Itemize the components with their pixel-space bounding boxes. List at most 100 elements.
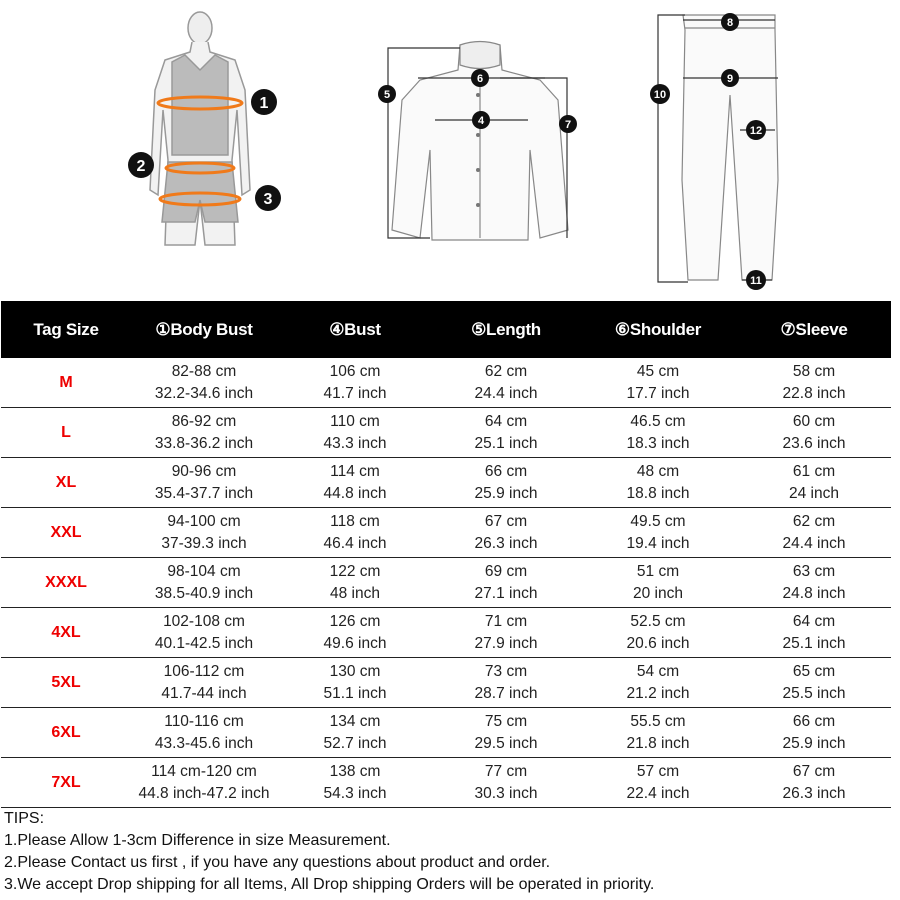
inch-value: 40.1-42.5 inch: [154, 634, 254, 652]
measurement-cell: 49.5 cm 19.4 inch: [579, 507, 737, 558]
cm-value: 67 cm: [484, 512, 528, 530]
inch-value: 37-39.3 inch: [161, 534, 247, 552]
measurement-cell: 54 cm 21.2 inch: [579, 657, 737, 708]
cm-value: 98-104 cm: [167, 562, 241, 580]
cm-value: 126 cm: [329, 612, 381, 630]
cm-value: 102-108 cm: [163, 612, 245, 630]
cm-value: 61 cm: [792, 462, 836, 480]
measurement-cell: 60 cm 23.6 inch: [737, 407, 891, 458]
measurement-cell: 57 cm 22.4 inch: [579, 757, 737, 808]
inch-value: 48 inch: [330, 584, 380, 602]
tips-title: TIPS:: [4, 810, 45, 827]
jacket-figure: [391, 40, 569, 241]
marker-1: 1: [251, 89, 277, 115]
marker-9: 9: [721, 69, 739, 87]
measurement-cell: 106-112 cm 41.7-44 inch: [131, 657, 277, 708]
measurement-cell: 65 cm 25.5 inch: [737, 657, 891, 708]
marker-3: 3: [255, 185, 281, 211]
inch-value: 41.7 inch: [323, 384, 387, 402]
marker-7: 7: [559, 115, 577, 133]
marker-6: 6: [471, 69, 489, 87]
body-figure: [149, 11, 251, 246]
measurement-cell: 52.5 cm 20.6 inch: [579, 607, 737, 658]
size-chart-table: Tag Size ①Body Bust ④Bust ⑤Length ⑥Shoulder ⑦…: [1, 301, 891, 808]
cm-value: 67 cm: [792, 762, 836, 780]
pants-figure: [681, 14, 779, 281]
measurement-cell: 114 cm-120 cm 44.8 inch-47.2 inch: [131, 757, 277, 808]
inch-value: 25.9 inch: [474, 484, 538, 502]
cm-value: 118 cm: [330, 512, 380, 530]
cm-value: 66 cm: [484, 462, 528, 480]
measurement-diagrams: 1 2 3 4 5 6 7 8 9 10 11 12: [128, 11, 779, 290]
table-row: XXXL 98-104 cm 38.5-40.9 inch 122 cm 48 inch…: [1, 557, 891, 608]
inch-value: 41.7-44 inch: [161, 684, 247, 702]
measurement-cell: 69 cm 27.1 inch: [433, 557, 579, 608]
inch-value: 28.7 inch: [474, 684, 538, 702]
inch-value: 54.3 inch: [323, 784, 387, 802]
table-row: 4XL 102-108 cm 40.1-42.5 inch 126 cm 49.6 in…: [1, 607, 891, 658]
inch-value: 25.9 inch: [782, 734, 846, 752]
tips-section: TIPS: 1.Please Allow 1-3cm Difference in…: [4, 808, 654, 896]
inch-value: 49.6 inch: [323, 634, 387, 652]
cm-value: 46.5 cm: [630, 412, 686, 430]
inch-value: 44.8 inch: [323, 484, 387, 502]
inch-value: 27.1 inch: [474, 584, 538, 602]
cm-value: 55.5 cm: [630, 712, 686, 730]
inch-value: 24.4 inch: [782, 534, 846, 552]
cm-value: 66 cm: [792, 712, 836, 730]
cm-value: 114 cm-120 cm: [151, 762, 257, 780]
svg-text:8: 8: [727, 17, 733, 29]
inch-value: 26.3 inch: [782, 784, 846, 802]
measurement-cell: 86-92 cm 33.8-36.2 inch: [131, 407, 277, 458]
marker-5: 5: [378, 85, 396, 103]
measurement-cell: 130 cm 51.1 inch: [277, 657, 433, 708]
measurement-cell: 77 cm 30.3 inch: [433, 757, 579, 808]
marker-11: 11: [746, 270, 766, 290]
table-row: L 86-92 cm 33.8-36.2 inch 110 cm 43.3 inch 64…: [1, 407, 891, 458]
column-header: ⑤Length: [433, 301, 579, 358]
column-header: ⑥Shoulder: [579, 301, 737, 358]
inch-value: 26.3 inch: [474, 534, 538, 552]
table-row: XL 90-96 cm 35.4-37.7 inch 114 cm 44.8 inch 6…: [1, 457, 891, 508]
marker-2: 2: [128, 152, 154, 178]
size-label: XL: [1, 457, 131, 508]
measurement-cell: 61 cm 24 inch: [737, 457, 891, 508]
measurement-cell: 46.5 cm 18.3 inch: [579, 407, 737, 458]
inch-value: 52.7 inch: [323, 734, 387, 752]
inch-value: 18.3 inch: [626, 434, 690, 452]
inch-value: 44.8 inch-47.2 inch: [138, 784, 270, 802]
measurement-cell: 122 cm 48 inch: [277, 557, 433, 608]
measurement-cell: 110 cm 43.3 inch: [277, 407, 433, 458]
cm-value: 110-116 cm: [164, 712, 244, 730]
inch-value: 24.4 inch: [474, 384, 538, 402]
measurement-cell: 62 cm 24.4 inch: [737, 507, 891, 558]
cm-value: 58 cm: [792, 362, 836, 380]
size-label: 7XL: [1, 757, 131, 808]
column-header: ⑦Sleeve: [737, 301, 891, 358]
column-header: ④Bust: [277, 301, 433, 358]
measurement-cell: 67 cm 26.3 inch: [433, 507, 579, 558]
measurement-cell: 110-116 cm 43.3-45.6 inch: [131, 707, 277, 758]
cm-value: 130 cm: [329, 662, 381, 680]
tip-item: 2.Please Contact us first , if you have …: [4, 854, 551, 871]
cm-value: 106-112 cm: [163, 662, 245, 680]
inch-value: 24 inch: [789, 484, 839, 502]
cm-value: 73 cm: [484, 662, 528, 680]
measurement-cell: 51 cm 20 inch: [579, 557, 737, 608]
size-label: 6XL: [1, 707, 131, 758]
column-header: ①Body Bust: [131, 301, 277, 358]
table-row: 5XL 106-112 cm 41.7-44 inch 130 cm 51.1 inch…: [1, 657, 891, 708]
table-row: 7XL 114 cm-120 cm 44.8 inch-47.2 inch 138 c…: [1, 757, 891, 808]
measurement-cell: 45 cm 17.7 inch: [579, 358, 737, 408]
inch-value: 20 inch: [633, 584, 683, 602]
cm-value: 90-96 cm: [171, 462, 237, 480]
table-row: M 82-88 cm 32.2-34.6 inch 106 cm 41.7 inch 62…: [1, 358, 891, 408]
cm-value: 54 cm: [636, 662, 680, 680]
cm-value: 63 cm: [792, 562, 836, 580]
measurement-cell: 75 cm 29.5 inch: [433, 707, 579, 758]
measure-lines-orange: [156, 95, 244, 207]
table-row: XXL 94-100 cm 37-39.3 inch 118 cm 46.4 inch 6…: [1, 507, 891, 558]
svg-text:7: 7: [565, 119, 571, 131]
size-label: 4XL: [1, 607, 131, 658]
cm-value: 62 cm: [484, 362, 528, 380]
